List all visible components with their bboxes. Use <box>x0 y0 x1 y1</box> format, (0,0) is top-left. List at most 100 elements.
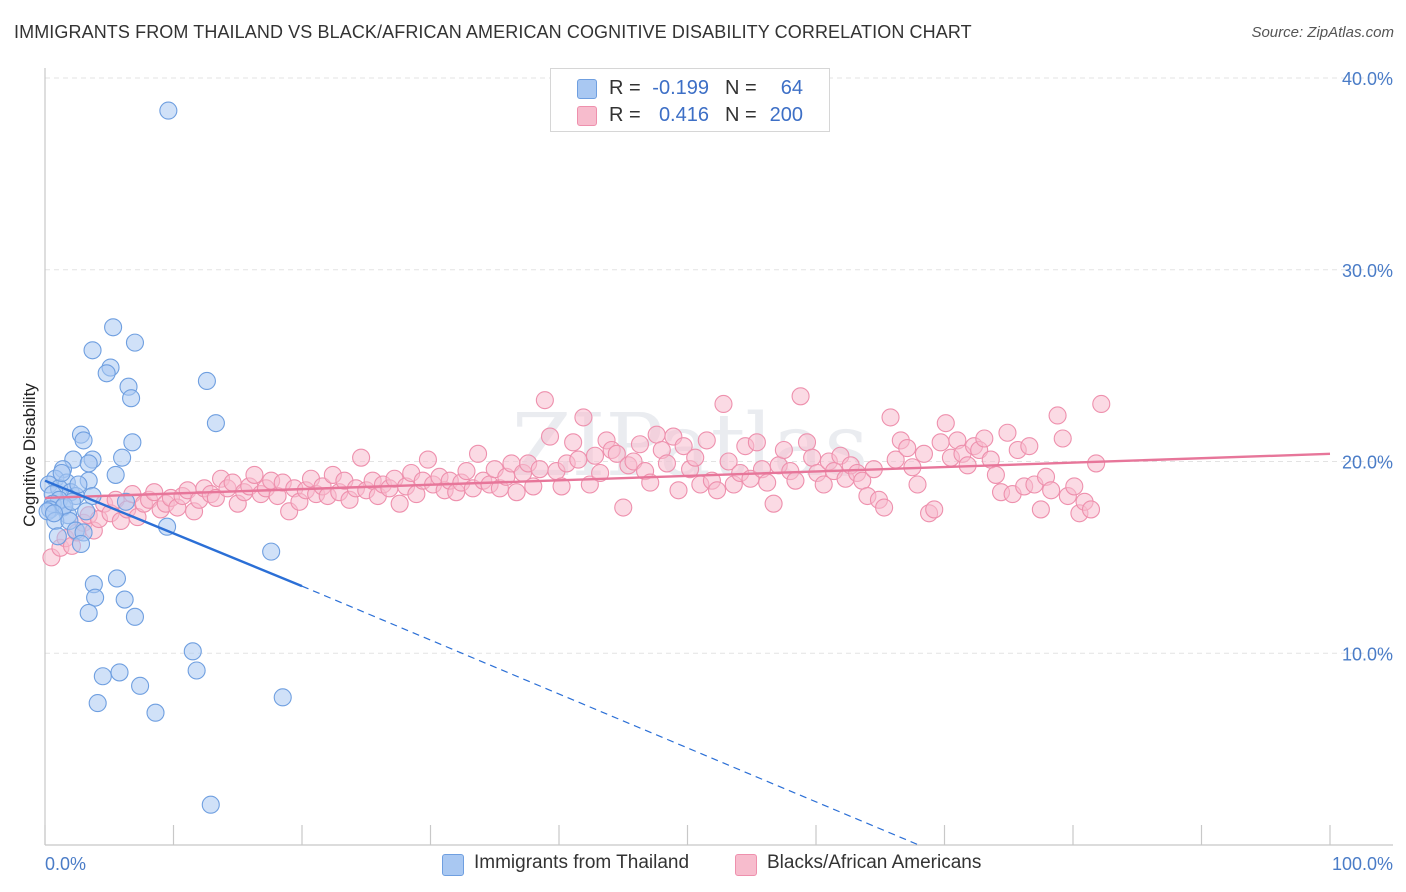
blue-series-points <box>38 101 292 814</box>
data-point <box>1042 481 1061 500</box>
data-point <box>585 446 605 465</box>
data-point <box>201 795 220 814</box>
data-point <box>106 465 125 484</box>
data-point <box>614 498 633 517</box>
chart-title: IMMIGRANTS FROM THAILAND VS BLACK/AFRICA… <box>14 22 972 42</box>
data-point <box>936 414 955 433</box>
data-point <box>48 527 67 546</box>
data-point <box>77 502 96 521</box>
data-point <box>206 414 225 433</box>
data-point <box>975 429 994 448</box>
data-point <box>145 483 164 502</box>
data-point <box>998 423 1017 442</box>
data-point <box>245 465 264 484</box>
data-point <box>71 534 91 554</box>
legend-row-pink: R = 0.416 N = 200 <box>551 102 829 128</box>
data-point <box>110 663 129 682</box>
data-point <box>569 450 588 469</box>
correlation-legend: R = -0.199 N = 64 R = 0.416 N = 200 <box>550 68 830 132</box>
legend-row-blue: R = -0.199 N = 64 <box>551 75 829 101</box>
data-point <box>1092 394 1111 414</box>
bottom-legend-label: Immigrants from Thailand <box>474 852 690 873</box>
data-point <box>647 425 666 444</box>
data-point <box>273 688 292 707</box>
data-point <box>457 462 476 481</box>
data-point <box>986 465 1005 484</box>
bottom-legend-swatch-blue <box>442 854 464 876</box>
data-point <box>803 448 822 467</box>
data-point <box>352 448 371 467</box>
data-point <box>104 318 123 337</box>
tick-labels: 10.0% 20.0% 30.0% 40.0% 0.0% 100.0% <box>45 69 1393 874</box>
trend-line-pink <box>44 452 1331 500</box>
data-point <box>123 433 142 452</box>
data-point <box>657 454 676 473</box>
data-point <box>797 433 817 452</box>
data-point <box>83 341 102 360</box>
legend-n-label: N = <box>725 104 757 126</box>
y-tick-label: 10.0% <box>1342 644 1393 664</box>
data-point <box>931 433 950 452</box>
data-point <box>881 408 900 427</box>
data-point <box>93 667 112 686</box>
data-point <box>79 454 98 473</box>
legend-n-label: N = <box>725 77 757 99</box>
data-point <box>925 500 944 519</box>
data-point <box>183 642 202 661</box>
data-point <box>88 694 107 713</box>
data-point <box>262 542 281 561</box>
bottom-legend-swatch-pink <box>735 854 757 876</box>
data-point <box>574 408 593 427</box>
legend-r-value: 0.416 <box>658 104 709 126</box>
source-credit: Source: ZipAtlas.com <box>1251 24 1394 41</box>
data-point <box>125 607 144 626</box>
trend-line-blue-extension <box>301 585 920 846</box>
data-point <box>1081 500 1101 519</box>
data-point <box>115 590 134 609</box>
data-point <box>719 452 738 471</box>
data-point <box>1031 500 1050 519</box>
data-point <box>131 676 150 695</box>
trend-lines <box>44 452 1331 846</box>
data-point <box>44 504 64 523</box>
y-tick-label: 40.0% <box>1342 69 1393 89</box>
data-point <box>146 703 165 722</box>
data-point <box>530 460 549 479</box>
trend-line-blue <box>44 479 303 588</box>
data-point <box>86 588 105 607</box>
x-tick-label: 0.0% <box>45 854 86 874</box>
data-point <box>540 427 560 446</box>
data-point <box>418 450 437 469</box>
data-point <box>552 477 571 496</box>
data-point <box>758 473 777 492</box>
data-point <box>786 471 805 490</box>
data-point <box>747 433 766 452</box>
data-point <box>791 387 810 406</box>
data-point <box>898 439 917 458</box>
data-point <box>697 431 716 450</box>
data-point <box>1087 454 1106 473</box>
bottom-legend-label: Blacks/African Americans <box>767 852 982 873</box>
data-point <box>774 440 793 460</box>
data-point <box>52 463 71 483</box>
data-point <box>116 492 136 511</box>
legend-swatch-pink <box>577 106 597 126</box>
legend-r-value: -0.199 <box>652 77 709 99</box>
data-point <box>74 431 93 450</box>
data-point <box>97 364 116 383</box>
data-point <box>206 488 225 507</box>
legend-r-label: R = <box>609 104 641 126</box>
data-point <box>1048 406 1067 425</box>
data-point <box>122 389 141 408</box>
x-tick-label: 100.0% <box>1332 854 1393 874</box>
data-point <box>624 452 643 471</box>
data-point <box>630 435 650 454</box>
data-point <box>814 475 833 494</box>
data-point <box>79 603 98 623</box>
data-point <box>607 444 626 463</box>
gridlines <box>45 77 1393 654</box>
data-point <box>107 569 127 588</box>
data-point <box>1053 429 1072 448</box>
y-tick-label: 20.0% <box>1342 453 1393 473</box>
